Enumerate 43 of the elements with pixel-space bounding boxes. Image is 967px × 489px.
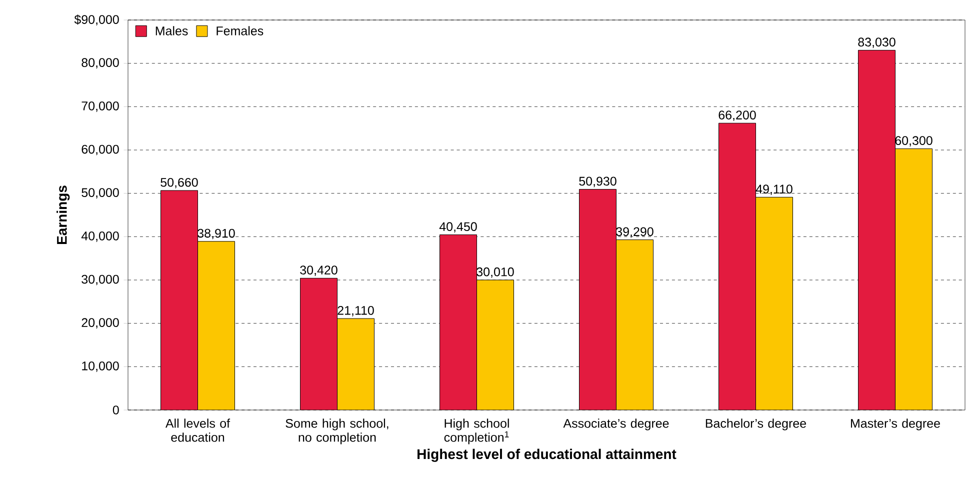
bar — [756, 196, 794, 410]
x-tick-label: High school completion$^{1}$ — [444, 418, 509, 444]
y-tick-label: $90,000 — [74, 14, 119, 26]
data-label: 38,910 — [198, 228, 235, 240]
bar — [616, 239, 654, 410]
legend-label: Males — [156, 26, 188, 36]
bar — [440, 234, 478, 410]
data-label: 50,660 — [160, 178, 198, 188]
y-tick-label: 0 — [112, 406, 119, 414]
y-tick-label: 40,000 — [81, 232, 119, 242]
bar — [160, 190, 198, 410]
data-label: 40,450 — [439, 222, 477, 233]
y-tick-label: 70,000 — [82, 102, 119, 112]
bar — [579, 189, 617, 410]
data-label: 21,110 — [338, 306, 374, 316]
bar — [718, 122, 756, 410]
data-label: 50,930 — [579, 176, 616, 188]
x-tick-label: Bachelor’s degree — [706, 418, 806, 430]
bar — [337, 318, 375, 410]
y-tick-label: 10,000 — [82, 361, 119, 372]
x-tick-label: Some high school, no completion — [286, 418, 388, 444]
y-tick-label: 60,000 — [82, 144, 119, 156]
y-tick-label: 80,000 — [82, 58, 119, 68]
data-label: 39,290 — [616, 227, 654, 238]
y-axis-title: Earnings — [56, 186, 70, 244]
bar — [300, 278, 338, 410]
data-label: 30,010 — [476, 267, 514, 278]
data-label: 66,200 — [718, 110, 756, 121]
bar — [895, 148, 933, 410]
x-axis-title: Highest level of educational attainment — [418, 448, 676, 462]
y-tick-label: 30,000 — [82, 274, 119, 286]
y-tick-label: 50,000 — [82, 188, 119, 198]
bar — [198, 241, 235, 410]
data-label: 83,030 — [858, 38, 896, 48]
legend-label: Females — [216, 26, 264, 36]
data-label: 30,420 — [300, 266, 338, 276]
x-tick-label: Master’s degree — [851, 418, 940, 430]
x-tick-label: All levels of education — [165, 418, 230, 442]
x-tick-label: Associate’s degree — [563, 418, 669, 430]
data-label: 49,110 — [756, 184, 792, 195]
bar — [858, 50, 896, 410]
bar — [476, 280, 514, 410]
y-tick-label: 20,000 — [82, 318, 119, 328]
